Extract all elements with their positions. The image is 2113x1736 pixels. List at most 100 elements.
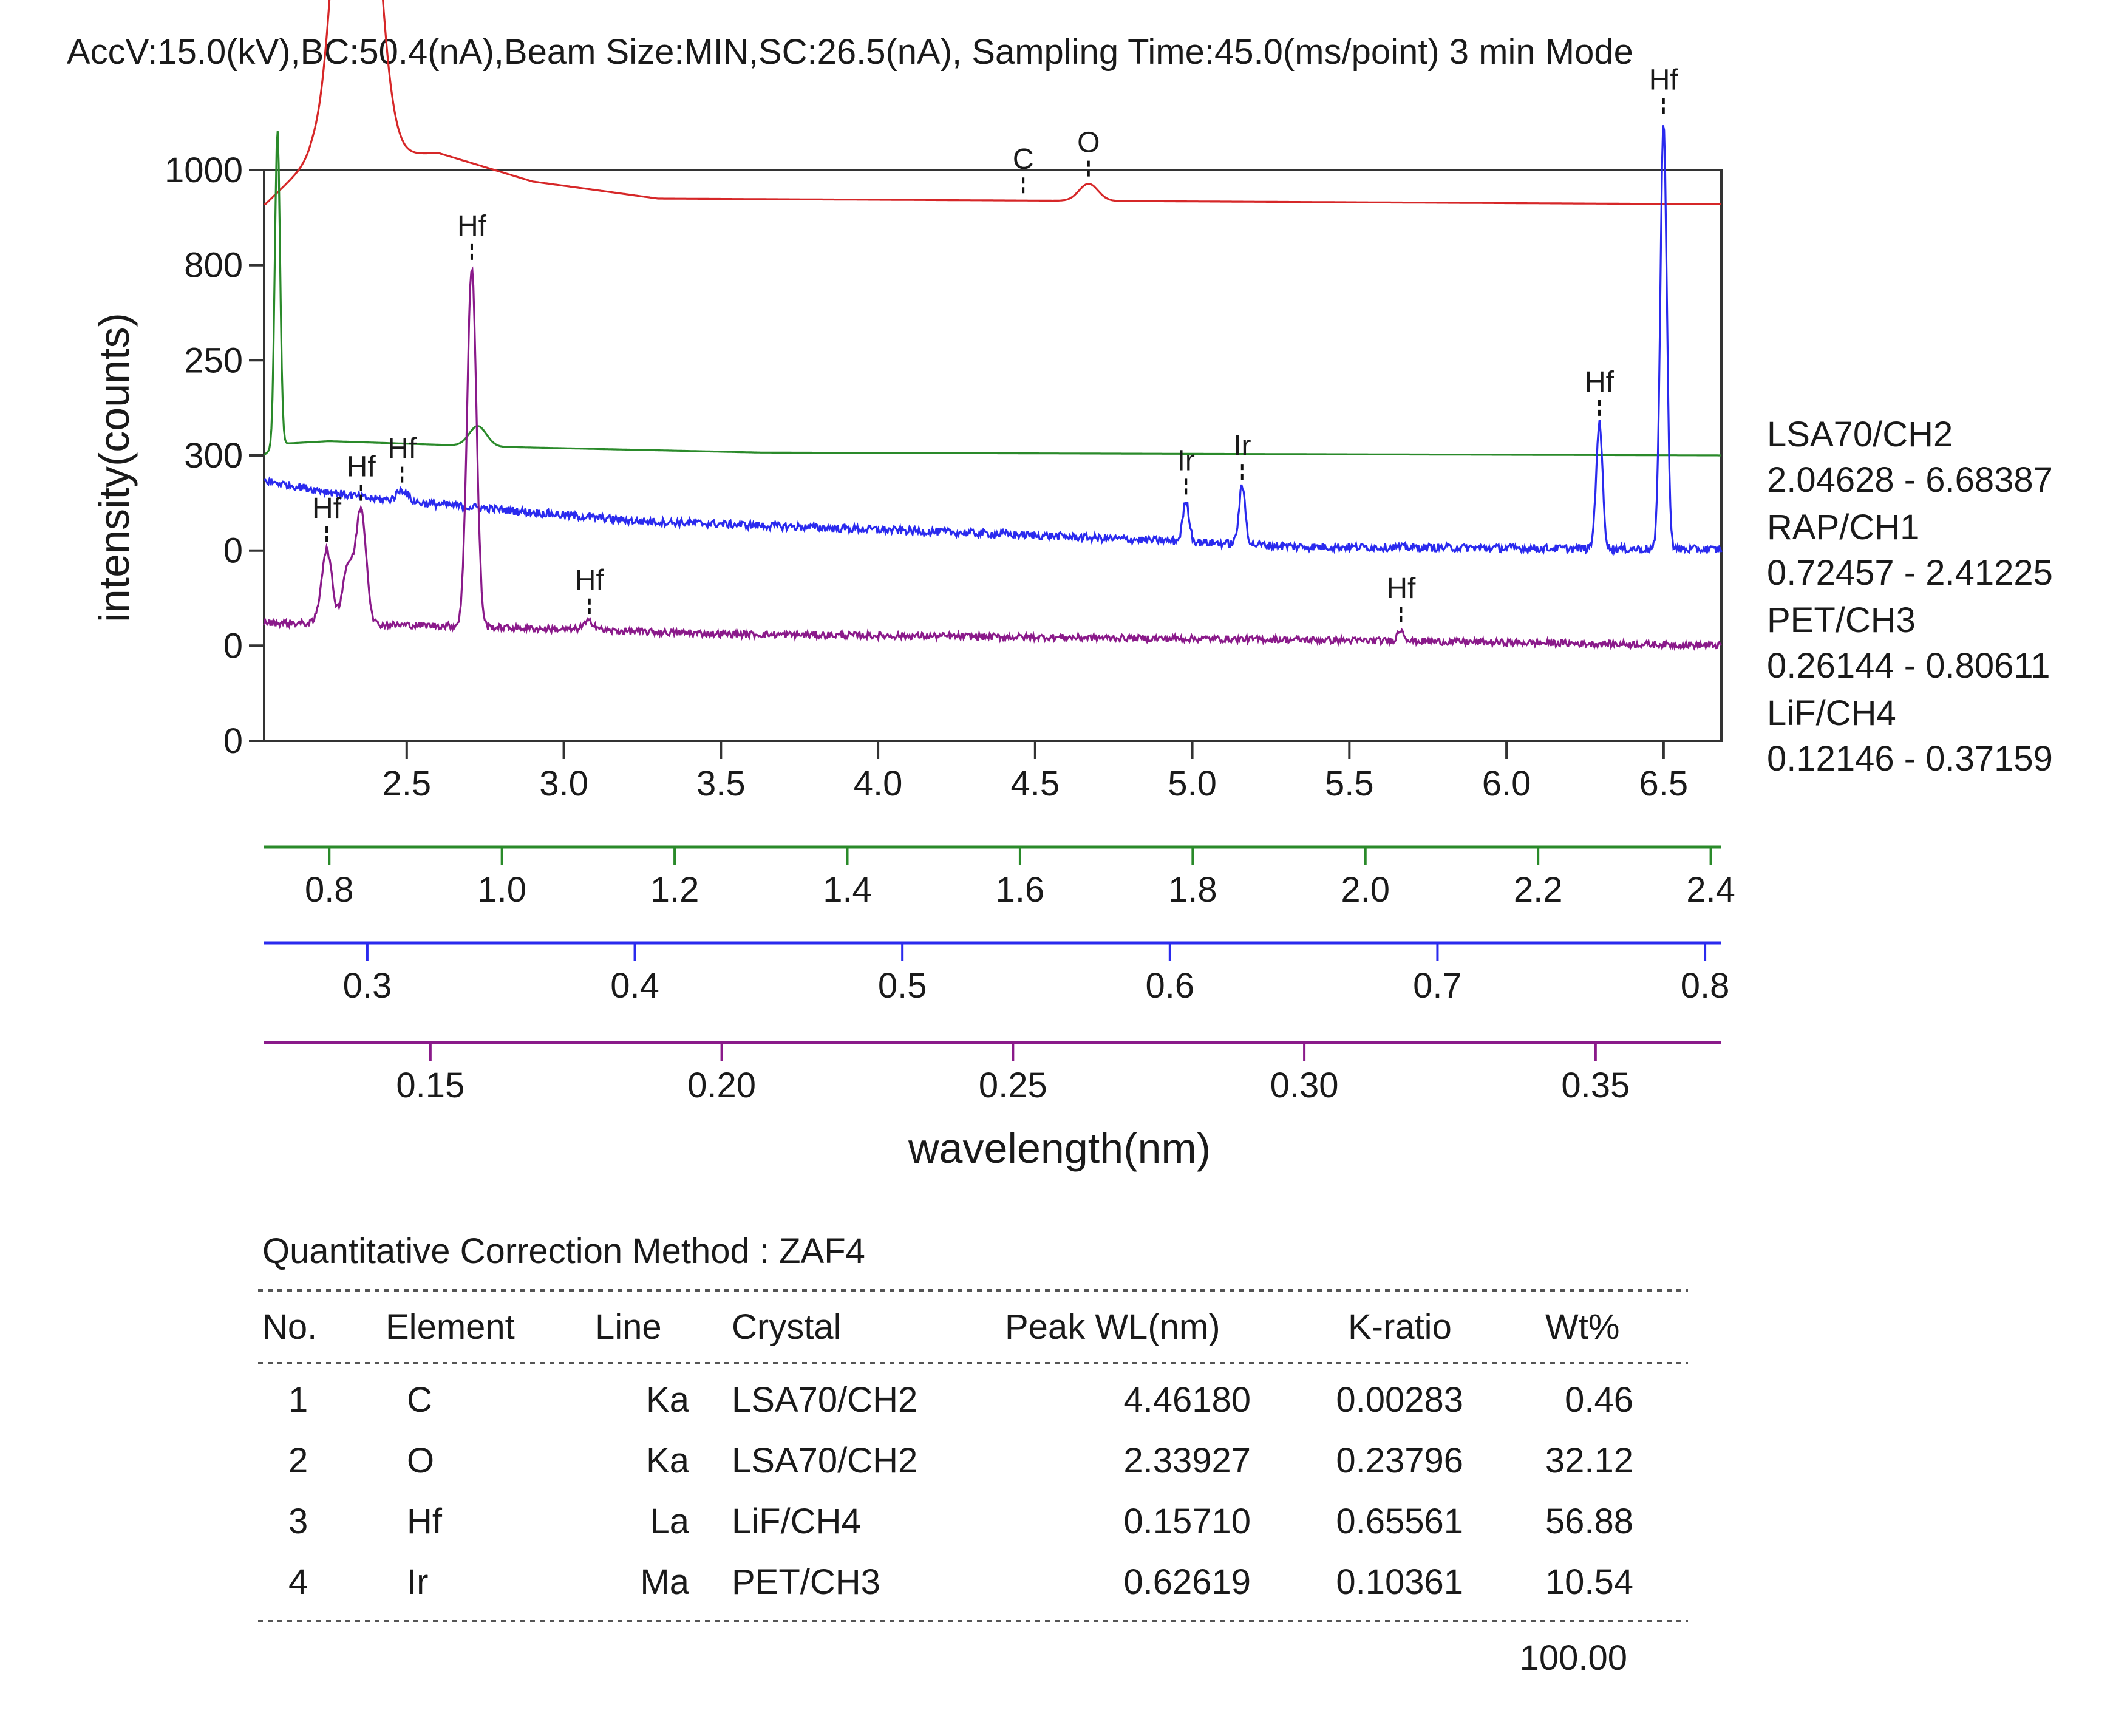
table-cell: 2 bbox=[288, 1441, 308, 1480]
x-tick-label: 0.4 bbox=[610, 966, 659, 1006]
y-tick-label: 0 bbox=[223, 531, 243, 571]
peak-label: Hf bbox=[575, 565, 605, 597]
table-header: Line bbox=[595, 1307, 662, 1347]
legend: LSA70/CH2 2.04628 - 6.68387 RAP/CH1 0.72457… bbox=[1767, 415, 2053, 778]
table-header: Crystal bbox=[732, 1307, 841, 1347]
peak-label: Hf bbox=[312, 492, 342, 525]
x-axis-title: wavelength(nm) bbox=[908, 1125, 1211, 1172]
x-tick-label: 5.0 bbox=[1168, 764, 1217, 803]
table-cell: 32.12 bbox=[1545, 1441, 1633, 1480]
x-tick-label: 0.7 bbox=[1413, 966, 1462, 1006]
y-tick-label: 800 bbox=[184, 246, 243, 285]
x-tick-label: 3.0 bbox=[539, 764, 588, 803]
table-cell: O bbox=[407, 1441, 434, 1480]
series-line-lsa70-ch2 bbox=[264, 0, 1722, 205]
y-axis-title: intensity(counts) bbox=[90, 313, 138, 622]
y-tick-label: 0 bbox=[223, 721, 243, 761]
spectrum-series bbox=[263, 0, 1723, 652]
peak-label: Hf bbox=[347, 451, 376, 483]
peak-label: Hf bbox=[1585, 366, 1615, 398]
x-tick-label: 6.5 bbox=[1639, 764, 1689, 803]
x-tick-label: 1.8 bbox=[1168, 870, 1217, 910]
legend-name: PET/CH3 bbox=[1767, 601, 1916, 640]
table-cell: LSA70/CH2 bbox=[732, 1380, 917, 1420]
x-tick-label: 0.8 bbox=[305, 870, 354, 910]
x-tick-label: 6.0 bbox=[1482, 764, 1531, 803]
series-line-rap-ch1 bbox=[263, 131, 1721, 457]
table-header: No. bbox=[262, 1307, 317, 1347]
peak-label: Ir bbox=[1177, 444, 1195, 477]
x-tick-label: 0.8 bbox=[1681, 966, 1730, 1006]
y-tick-label: 0 bbox=[223, 436, 243, 475]
table-cell: 0.62619 bbox=[1123, 1562, 1251, 1602]
x-tick-label: 0.35 bbox=[1561, 1066, 1630, 1105]
legend-name: LiF/CH4 bbox=[1767, 693, 1896, 733]
series-line-pet-ch3 bbox=[264, 124, 1723, 556]
table-header: Wt% bbox=[1545, 1307, 1619, 1347]
x-tick-label: 0.5 bbox=[878, 966, 927, 1006]
table-cell: LSA70/CH2 bbox=[732, 1441, 917, 1480]
table-method: Quantitative Correction Method : ZAF4 bbox=[262, 1231, 865, 1271]
peak-label: Ir bbox=[1233, 430, 1251, 462]
x-tick-label: 2.0 bbox=[1341, 870, 1390, 910]
x-tick-label: 3.5 bbox=[696, 764, 746, 803]
x-tick-label: 2.2 bbox=[1514, 870, 1563, 910]
legend-name: LSA70/CH2 bbox=[1767, 415, 1953, 454]
table-cell: Ma bbox=[640, 1562, 689, 1602]
table-cell: 2.33927 bbox=[1123, 1441, 1251, 1480]
x-tick-label: 4.5 bbox=[1011, 764, 1060, 803]
series-line-lif-ch4 bbox=[263, 266, 1722, 652]
x-tick-label: 0.6 bbox=[1145, 966, 1194, 1006]
table-header: Peak WL(nm) bbox=[1005, 1307, 1220, 1347]
y-tick-label: 0 bbox=[223, 626, 243, 665]
table-header: K-ratio bbox=[1348, 1307, 1452, 1347]
x-axes: 2.5 3.0 3.5 4.0 4.5 5.0 5.5 6.0 6.5 0.8 1.0 1.2 1.4 1… bbox=[264, 741, 1735, 1105]
table-cell: LiF/CH4 bbox=[732, 1502, 861, 1541]
legend-name: RAP/CH1 bbox=[1767, 508, 1919, 547]
table-total: 100.00 bbox=[1520, 1638, 1627, 1678]
peak-label: C bbox=[1013, 143, 1034, 175]
peak-label: Hf bbox=[457, 210, 487, 242]
table-cell: 0.00283 bbox=[1336, 1380, 1463, 1420]
table-cell: 3 bbox=[288, 1502, 308, 1541]
table-cell: Ka bbox=[646, 1441, 690, 1480]
x-tick-label: 4.0 bbox=[854, 764, 903, 803]
x-tick-label: 1.6 bbox=[996, 870, 1045, 910]
table-cell: Hf bbox=[407, 1502, 443, 1541]
x-tick-label: 0.3 bbox=[343, 966, 392, 1006]
table-cell: 0.15710 bbox=[1123, 1502, 1251, 1541]
x-tick-label: 2.4 bbox=[1686, 870, 1735, 910]
peak-labels: OCOHfHfIrIrHfHfHfHfHfHf bbox=[312, 64, 1679, 622]
x-tick-label: 1.4 bbox=[823, 870, 872, 910]
table-header: Element bbox=[386, 1307, 515, 1347]
chart-header: AccV:15.0(kV),BC:50.4(nA),Beam Size:MIN,… bbox=[67, 32, 1633, 72]
table-cell: 56.88 bbox=[1545, 1502, 1633, 1541]
table-cell: 0.46 bbox=[1565, 1380, 1633, 1420]
y-tick-label: 250 bbox=[184, 341, 243, 380]
table-cell: 4 bbox=[288, 1562, 308, 1602]
table-cell: Ka bbox=[646, 1380, 690, 1420]
table-cell: 1 bbox=[288, 1380, 308, 1420]
x-tick-label: 0.20 bbox=[687, 1066, 756, 1105]
legend-range: 0.12146 - 0.37159 bbox=[1767, 739, 2053, 778]
x-tick-label: 5.5 bbox=[1325, 764, 1374, 803]
legend-range: 0.72457 - 2.41225 bbox=[1767, 553, 2053, 593]
table-cell: 4.46180 bbox=[1123, 1380, 1251, 1420]
table-cell: Ir bbox=[407, 1562, 428, 1602]
y-tick-label: 1000 bbox=[165, 151, 243, 190]
table-cell: 10.54 bbox=[1545, 1562, 1633, 1602]
x-tick-label: 1.2 bbox=[650, 870, 699, 910]
x-tick-label: 0.15 bbox=[396, 1066, 464, 1105]
legend-range: 0.26144 - 0.80611 bbox=[1767, 646, 2050, 686]
x-tick-label: 0.30 bbox=[1270, 1066, 1339, 1105]
table-cell: La bbox=[650, 1502, 689, 1541]
x-tick-label: 1.0 bbox=[477, 870, 526, 910]
peak-label: Hf bbox=[387, 433, 417, 465]
table-cell: 0.23796 bbox=[1336, 1441, 1463, 1480]
table-cell: C bbox=[407, 1380, 432, 1420]
peak-label: Hf bbox=[1649, 64, 1679, 96]
legend-range: 2.04628 - 6.68387 bbox=[1767, 460, 2053, 500]
x-tick-label: 2.5 bbox=[382, 764, 431, 803]
